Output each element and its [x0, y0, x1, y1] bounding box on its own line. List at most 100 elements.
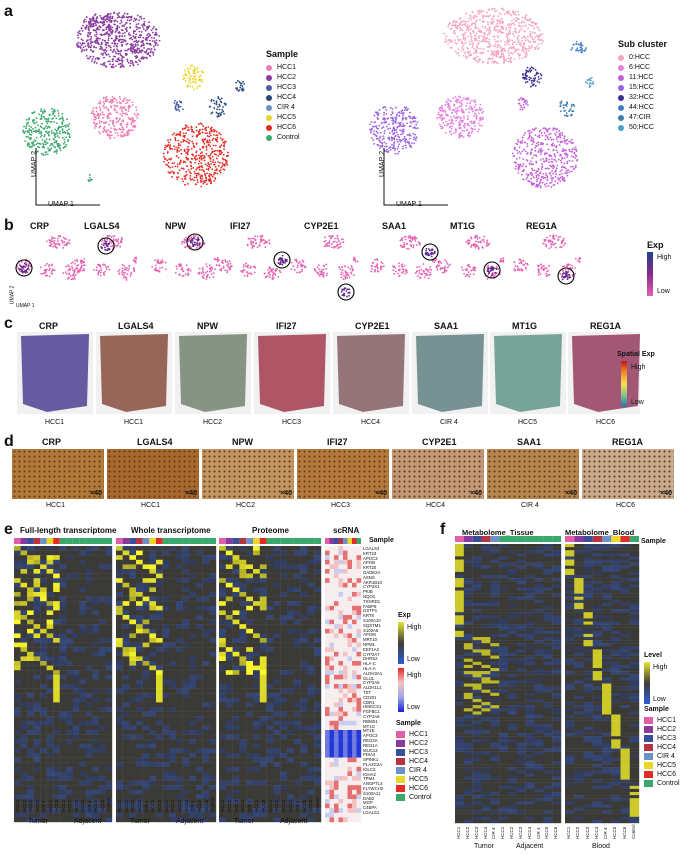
e-cell [300, 596, 308, 602]
f-tissue-cell [516, 711, 526, 715]
e-cell [162, 569, 170, 574]
f-tissue-cell [455, 609, 465, 613]
e-cell [33, 564, 41, 570]
e-cell [72, 661, 80, 666]
f-tissue-cell [525, 581, 535, 585]
f-tissue-cell [516, 609, 526, 613]
e-sc-cell [334, 766, 339, 772]
e-cell [98, 725, 106, 731]
e-cell [196, 555, 203, 560]
e-cell [27, 582, 34, 588]
f-blood-cell [565, 726, 575, 731]
e-cell [196, 670, 203, 675]
f-blood-cell [583, 618, 593, 622]
f-tissue-cell [455, 748, 465, 752]
e-cell [273, 702, 281, 708]
f-blood-cell [602, 640, 612, 644]
b-umap-3-a [246, 234, 271, 249]
f-tissue-cell [499, 599, 509, 604]
f-blood-cell [629, 699, 640, 703]
b-umap-2-d [197, 263, 216, 281]
e-gene-label: TPM4 [363, 776, 375, 782]
f-blood-cell [620, 593, 630, 597]
f-tissue-cell [516, 646, 526, 650]
f-blood-cell [629, 720, 640, 724]
f-blood-cell [611, 695, 621, 700]
e-cell [225, 578, 233, 583]
e-cell [189, 642, 197, 648]
f-blood-cell [602, 571, 612, 576]
e-col-label: HCC3 [177, 799, 182, 812]
e-sc-cell [329, 670, 335, 675]
e-cell [232, 702, 240, 708]
e-cell [162, 817, 170, 823]
f-tissue-cell [472, 652, 482, 656]
f-blood-cell [565, 615, 575, 619]
e-sc-cell [338, 757, 344, 763]
e-cell [246, 757, 254, 763]
e-sample-bar-0 [46, 538, 54, 544]
c-sample-3: HCC3 [282, 419, 302, 426]
e-cell [259, 546, 267, 551]
e-cell [14, 587, 21, 593]
e-sc-cell [325, 573, 330, 579]
e-cell [142, 661, 150, 666]
f-blood-cell [565, 618, 575, 622]
e-cell [156, 734, 163, 740]
e-cell [105, 716, 113, 721]
e-cell [79, 684, 87, 689]
e-cell [253, 674, 260, 680]
f-blood-cell [611, 692, 621, 697]
e-cell [307, 688, 315, 694]
e-cell [246, 587, 254, 593]
e-sc-cell [347, 546, 353, 551]
e-sc-cell [325, 651, 330, 657]
e-cell [129, 743, 137, 749]
f-blood-cell [611, 630, 621, 635]
e-cell [72, 670, 80, 675]
e-cell [27, 605, 34, 611]
f-tissue-cell [481, 680, 491, 684]
e-cell [287, 730, 294, 735]
f-blood-cell [620, 621, 630, 625]
e-cell [149, 651, 157, 657]
e-cell [85, 610, 93, 616]
f-tissue-cell [472, 748, 482, 752]
e-cell [129, 684, 137, 689]
e-cell [280, 587, 288, 593]
f-blood-cell [629, 643, 640, 647]
f-tissue-cell [543, 692, 553, 697]
e-cell [105, 642, 113, 648]
e-legend-sample-label: HCC2 [409, 739, 429, 747]
e-cell [72, 684, 80, 689]
e-cell [169, 601, 177, 606]
e-cell [149, 799, 157, 804]
f-tissue-cell [543, 717, 553, 721]
f-tissue-cell [516, 680, 526, 684]
f-tissue-cell [543, 723, 553, 728]
f-blood-cell [583, 689, 593, 693]
f-tissue-cell [508, 658, 518, 662]
e-cell [287, 674, 294, 680]
e-sc-cell [356, 550, 362, 556]
e-sc-cell [347, 743, 353, 749]
f-tissue-cell [472, 646, 482, 650]
legend-subcluster-item: 15:HCC [618, 83, 667, 93]
e-cell [136, 693, 143, 698]
e-col-label: HCC2 [226, 799, 232, 812]
e-sc-cell [356, 661, 362, 666]
e-cell [189, 638, 197, 643]
e-sc-cell [329, 610, 335, 616]
cluster-50 [585, 76, 595, 88]
e-cell [98, 674, 106, 680]
e-cell [280, 638, 288, 643]
f-tissue-cell [463, 559, 473, 563]
e-cell [98, 684, 106, 689]
e-sc-cell [329, 656, 335, 662]
f-tissue-cell [552, 627, 562, 631]
f-blood-cell [602, 695, 612, 700]
e-cell [287, 647, 294, 652]
e-cell [53, 555, 60, 560]
e-cell [162, 730, 170, 735]
e-cell [273, 642, 281, 648]
